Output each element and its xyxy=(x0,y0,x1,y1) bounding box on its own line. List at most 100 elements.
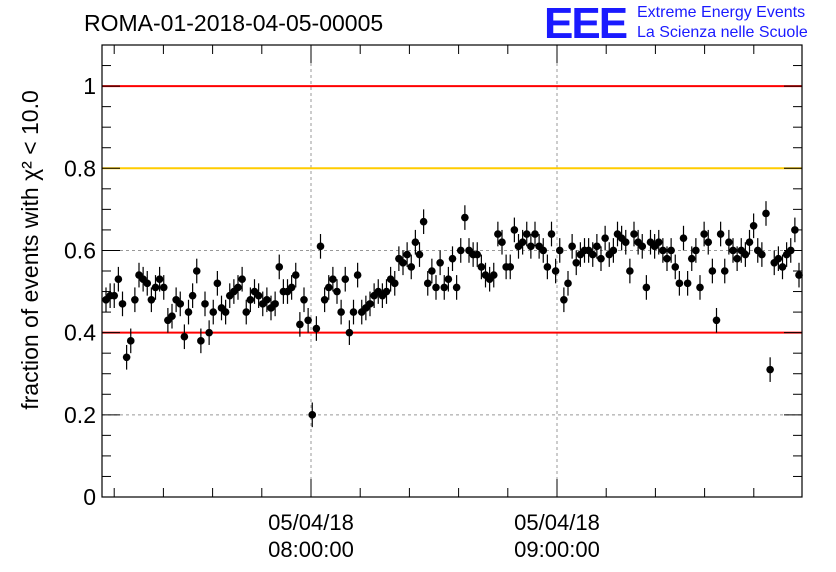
data-point xyxy=(774,254,783,263)
data-point xyxy=(741,250,750,259)
data-point xyxy=(704,238,713,247)
data-point xyxy=(271,300,279,308)
data-point xyxy=(242,308,251,316)
data-point xyxy=(151,283,160,292)
chart-title: ROMA-01-2018-04-05-00005 xyxy=(84,10,384,36)
data-point xyxy=(572,258,581,267)
data-point xyxy=(663,254,671,263)
data-point xyxy=(143,279,152,288)
data-point xyxy=(188,291,197,300)
data-point xyxy=(399,258,407,267)
data-point xyxy=(564,279,572,288)
data-point xyxy=(527,242,535,251)
data-point xyxy=(415,250,424,259)
data-point xyxy=(122,353,131,362)
data-point xyxy=(316,242,325,251)
data-point xyxy=(762,209,770,218)
data-point xyxy=(159,283,168,292)
data-point xyxy=(184,308,193,316)
data-point xyxy=(390,279,399,288)
data-point xyxy=(349,308,358,316)
data-point xyxy=(671,263,680,271)
data-point xyxy=(291,271,300,279)
data-point xyxy=(621,238,630,247)
data-point xyxy=(683,279,692,288)
data-point xyxy=(758,250,766,259)
y-axis-label: fraction of events with χ² < 10.0 xyxy=(17,90,43,410)
data-point xyxy=(588,250,597,259)
data-point xyxy=(353,271,362,279)
data-point xyxy=(324,283,333,292)
data-point xyxy=(708,267,717,275)
reference-lines xyxy=(102,85,802,334)
x-tick-label-date: 05/04/18 xyxy=(268,510,354,535)
data-point xyxy=(518,238,527,247)
data-point xyxy=(778,263,787,271)
y-tick-label: 0.2 xyxy=(64,402,96,428)
data-point xyxy=(551,267,560,275)
data-point xyxy=(436,258,444,267)
logo-line-1: Extreme Energy Events xyxy=(637,4,806,21)
data-point xyxy=(729,246,737,255)
data-point xyxy=(461,213,469,222)
data-point xyxy=(531,230,539,238)
data-point xyxy=(597,254,605,263)
data-point xyxy=(432,283,440,292)
data-point xyxy=(716,230,725,238)
data-point xyxy=(423,279,432,288)
data-point xyxy=(213,279,222,288)
data-point xyxy=(720,267,729,275)
data-point xyxy=(180,332,189,341)
data-point xyxy=(700,230,708,238)
data-point xyxy=(234,283,242,292)
data-point xyxy=(638,242,647,251)
eee-logo: EEE xyxy=(544,0,628,48)
data-point xyxy=(692,246,700,255)
data-point xyxy=(320,295,329,304)
data-point xyxy=(444,275,453,284)
y-tick-label: 0.6 xyxy=(64,237,96,263)
data-point xyxy=(155,275,164,284)
data-point xyxy=(118,300,127,308)
data-point xyxy=(667,246,675,255)
data-point xyxy=(568,242,576,251)
data-point xyxy=(287,283,296,292)
data-point xyxy=(494,230,502,238)
data-point xyxy=(642,283,651,292)
data-point xyxy=(725,238,733,247)
data-point xyxy=(448,254,457,263)
data-point xyxy=(593,242,601,251)
data-point xyxy=(733,254,741,263)
data-point xyxy=(749,222,758,230)
data-point xyxy=(745,238,754,247)
y-tick-labels: 0 0.2 0.4 0.6 0.8 1 xyxy=(64,73,96,510)
data-point xyxy=(630,230,638,238)
data-point xyxy=(766,365,774,374)
data-point xyxy=(254,291,263,300)
data-point xyxy=(275,263,284,271)
data-point xyxy=(300,295,308,304)
data-point xyxy=(345,328,354,337)
data-point xyxy=(452,283,461,292)
data-point xyxy=(337,308,345,316)
data-point xyxy=(403,250,411,259)
data-point xyxy=(304,316,312,325)
data-point xyxy=(131,295,139,304)
data-point xyxy=(382,287,391,296)
data-point xyxy=(654,238,663,247)
data-point xyxy=(687,254,696,263)
data-point xyxy=(114,275,123,284)
x-tick-label-time: 09:00:00 xyxy=(514,537,600,562)
data-point xyxy=(126,337,135,345)
data-point xyxy=(601,234,609,242)
data-point xyxy=(341,275,350,284)
data-point xyxy=(477,263,486,271)
data-point xyxy=(197,337,205,345)
data-point xyxy=(506,263,515,271)
data-point xyxy=(659,246,667,255)
data-point xyxy=(176,300,185,308)
data-point xyxy=(312,324,321,333)
data-point xyxy=(147,295,156,304)
